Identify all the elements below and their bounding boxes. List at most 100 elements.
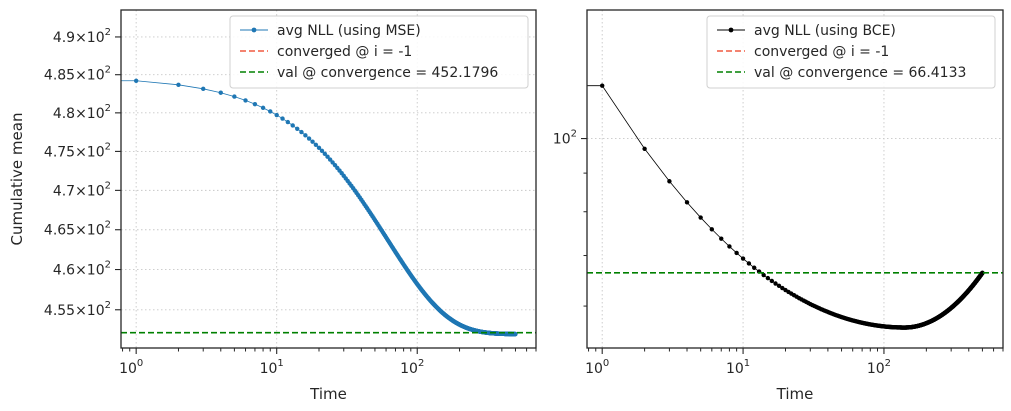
data-point — [232, 94, 237, 99]
x-tick-base: 10 — [585, 361, 603, 377]
legend-label: val @ convergence = 66.4133 — [754, 65, 966, 81]
y-axis-label: Cumulative mean — [8, 113, 26, 246]
y-tick-label: 4.55×102 — [44, 300, 111, 319]
y-tick-label: 4.8×102 — [53, 103, 111, 122]
y-tick-label: 4.85×102 — [44, 65, 111, 84]
legend-box — [229, 15, 529, 89]
series-line — [121, 80, 516, 335]
x-tick-exponent: 0 — [603, 358, 609, 369]
legend: avg NLL (using MSE) converged @ i = -1 val… — [229, 15, 529, 89]
data-point — [295, 126, 300, 131]
y-tick-exponent: 2 — [105, 27, 111, 38]
data-point — [319, 148, 325, 154]
legend-label: converged @ i = -1 — [277, 44, 412, 60]
axes-frame — [120, 9, 537, 349]
y-tick-mantissa: 4.8×10 — [53, 106, 105, 122]
y-tick-label: 4.75×102 — [44, 141, 111, 160]
y-tick-label: 4.6×102 — [53, 260, 111, 279]
y-tick-mantissa: 4.85×10 — [44, 68, 105, 84]
data-point — [698, 215, 703, 220]
plot-area — [587, 83, 1003, 330]
x-tick-label: 102 — [867, 358, 891, 377]
x-axis-label: Time — [309, 385, 347, 403]
data-point — [133, 78, 139, 83]
legend: avg NLL (using BCE) converged @ i = -1 val… — [706, 15, 996, 89]
y-tick-mantissa: 4.7×10 — [53, 183, 105, 199]
axes-frame — [586, 9, 1004, 349]
x-tick-base: 10 — [260, 361, 278, 377]
x-tick-label: 100 — [119, 358, 143, 377]
data-point — [176, 82, 181, 88]
x-tick-label: 101 — [260, 358, 284, 377]
data-point — [316, 145, 322, 151]
x-tick-label: 101 — [726, 358, 750, 377]
y-tick-exponent: 2 — [105, 65, 111, 76]
data-point — [709, 227, 715, 232]
data-point — [765, 275, 771, 281]
y-tick-exponent: 2 — [105, 141, 111, 152]
x-tick-label: 100 — [585, 358, 609, 377]
data-point — [684, 200, 690, 205]
data-point — [313, 142, 319, 147]
data-point — [667, 179, 672, 184]
data-point — [325, 154, 330, 159]
data-point — [306, 136, 312, 141]
data-point — [727, 244, 732, 249]
data-point — [274, 112, 279, 118]
y-tick-label: 102 — [553, 129, 577, 148]
legend-label: val @ convergence = 452.1796 — [277, 65, 498, 81]
data-point — [285, 119, 291, 125]
x-tick-exponent: 2 — [418, 358, 424, 369]
data-point — [980, 270, 985, 276]
y-tick-mantissa: 4.55×10 — [44, 303, 105, 319]
data-point — [290, 123, 295, 128]
data-point — [513, 331, 518, 337]
y-tick-exponent: 2 — [105, 180, 111, 191]
y-tick-mantissa: 4.6×10 — [53, 263, 105, 279]
plot-area — [121, 78, 536, 337]
data-point — [642, 146, 647, 151]
x-tick-base: 10 — [867, 361, 885, 377]
legend-label: avg NLL (using MSE) — [277, 23, 421, 39]
y-tick-mantissa: 4.9×10 — [53, 30, 105, 46]
y-tick-exponent: 2 — [105, 260, 111, 271]
legend-label: avg NLL (using BCE) — [754, 23, 896, 39]
data-point — [218, 90, 223, 95]
data-point — [752, 265, 757, 270]
data-point — [780, 285, 785, 291]
data-point — [761, 272, 766, 278]
data-point — [734, 250, 739, 256]
legend-label: converged @ i = -1 — [754, 44, 889, 60]
data-point — [299, 129, 304, 135]
legend-box — [706, 15, 996, 89]
legend-handle-marker — [251, 27, 257, 33]
y-tick-mantissa: 4.65×10 — [44, 223, 105, 239]
data-point — [310, 139, 315, 144]
mse-subplot: 100 101 1024.55×1024.6×1024.65×1024.7×1024… — [8, 9, 537, 403]
y-tick-exponent: 2 — [105, 103, 111, 114]
y-tick-exponent: 2 — [105, 300, 111, 311]
x-tick-base: 10 — [119, 361, 137, 377]
x-tick-label: 102 — [400, 358, 424, 377]
data-point — [280, 116, 285, 121]
x-tick-exponent: 1 — [744, 358, 750, 369]
data-point — [600, 83, 605, 88]
data-point — [746, 261, 752, 266]
y-tick-exponent: 2 — [105, 220, 111, 231]
y-tick-label: 4.9×102 — [53, 27, 111, 46]
data-point — [719, 236, 724, 241]
legend-handle-marker — [728, 27, 734, 33]
y-tick-label: 4.7×102 — [53, 180, 111, 199]
data-point — [268, 109, 273, 114]
y-tick-label: 4.65×102 — [44, 220, 111, 239]
data-point — [322, 151, 328, 156]
x-tick-base: 10 — [726, 361, 744, 377]
data-point — [201, 86, 206, 92]
y-tick-mantissa: 4.75×10 — [44, 144, 105, 160]
data-point — [243, 98, 248, 103]
x-tick-base: 10 — [400, 361, 418, 377]
x-tick-exponent: 1 — [277, 358, 283, 369]
y-tick-base: 10 — [553, 132, 571, 148]
